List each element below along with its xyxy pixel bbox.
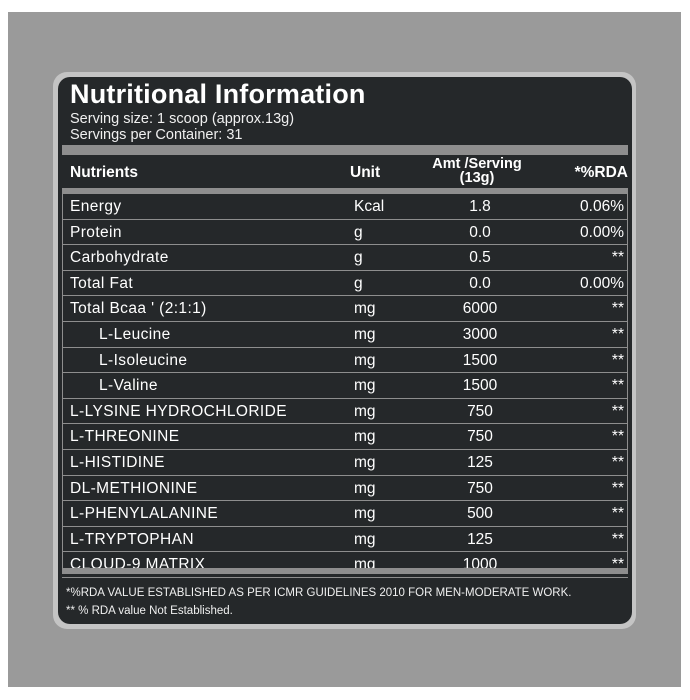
table-row: Total Bcaa ' (2:1:1) mg 6000 ** — [62, 296, 628, 322]
table-row: L-Isoleucine mg 1500 ** — [62, 348, 628, 374]
nutrient-rda: ** — [611, 530, 624, 548]
table-row: Carbohydrate g 0.5 ** — [62, 245, 628, 271]
nutrient-name: L-PHENYLALANINE — [70, 505, 219, 523]
nutrient-unit: mg — [354, 402, 376, 420]
nutrient-unit: mg — [354, 530, 376, 548]
nutrient-rda: ** — [611, 351, 624, 369]
nutrient-rda: ** — [611, 505, 624, 523]
table-row: DL-METHIONINE mg 750 ** — [62, 476, 628, 502]
nutrient-amount: 3000 — [462, 325, 498, 343]
nutrient-rda: ** — [611, 453, 624, 471]
label-title: Nutritional Information — [70, 79, 366, 109]
nutrient-name: DL-METHIONINE — [70, 479, 198, 497]
header-amount: Amt /Serving (13g) — [420, 156, 534, 186]
nutrient-name: Carbohydrate — [70, 249, 169, 267]
nutrient-rda: ** — [611, 377, 624, 395]
table-row: L-HISTIDINE mg 125 ** — [62, 450, 628, 476]
nutrition-label: Nutritional Information Serving size: 1 … — [58, 77, 632, 624]
nutrient-rda: ** — [611, 402, 624, 420]
nutrient-amount: 750 — [467, 479, 493, 497]
table-row: Energy Kcal 1.8 0.06% — [62, 194, 628, 220]
header-unit: Unit — [350, 164, 381, 181]
nutrient-name: Energy — [70, 198, 122, 215]
nutrient-name: L-THREONINE — [70, 428, 180, 446]
nutrient-amount: 0.5 — [469, 249, 491, 267]
nutrient-amount: 1500 — [462, 377, 498, 395]
nutrient-amount: 0.0 — [469, 274, 491, 292]
nutrient-unit: mg — [354, 479, 376, 497]
nutrient-unit: mg — [354, 325, 376, 343]
nutrient-name: Total Fat — [70, 274, 134, 292]
nutrient-amount: 125 — [467, 530, 493, 548]
nutrient-unit: mg — [354, 377, 376, 395]
nutrient-amount: 500 — [467, 505, 493, 523]
top-rule — [62, 145, 628, 155]
table-row: L-Leucine mg 3000 ** — [62, 322, 628, 348]
nutrient-rda: 0.00% — [580, 274, 624, 292]
header-nutrients: Nutrients — [70, 164, 139, 181]
table-row: L-Valine mg 1500 ** — [62, 373, 628, 399]
nutrient-rda: 0.06% — [580, 198, 624, 215]
table-row: L-PHENYLALANINE mg 500 ** — [62, 501, 628, 527]
nutrient-amount: 750 — [467, 428, 493, 446]
nutrient-unit: g — [354, 223, 363, 241]
nutrient-name: L-LYSINE HYDROCHLORIDE — [70, 402, 287, 420]
header-rda: *%RDA — [574, 164, 628, 181]
header-amount-line2: (13g) — [459, 170, 495, 186]
nutrient-unit: mg — [354, 505, 376, 523]
nutrient-name: Protein — [70, 223, 122, 241]
table-row: CLOUD-9 MATRIX mg 1000 ** — [62, 552, 628, 578]
nutrient-rda: ** — [611, 300, 624, 318]
nutrient-unit: Kcal — [354, 198, 385, 215]
serving-size: Serving size: 1 scoop (approx.13g) — [70, 111, 295, 127]
nutrient-unit: mg — [354, 453, 376, 471]
nutrient-rda: ** — [611, 479, 624, 497]
table-row: L-LYSINE HYDROCHLORIDE mg 750 ** — [62, 399, 628, 425]
header-rule — [62, 188, 628, 194]
nutrient-name: L-TRYPTOPHAN — [70, 530, 194, 548]
nutrient-unit: mg — [354, 300, 376, 318]
nutrient-name: L-Isoleucine — [99, 351, 188, 369]
nutrient-amount: 0.0 — [469, 223, 491, 241]
nutrient-name: Total Bcaa ' (2:1:1) — [70, 300, 207, 318]
header-amount-line1: Amt /Serving — [432, 156, 522, 172]
footnote-not-established: ** % RDA value Not Established. — [66, 605, 233, 617]
nutrient-unit: g — [354, 249, 363, 267]
table-left-border — [62, 194, 64, 569]
nutrient-unit: g — [354, 274, 363, 292]
bottom-rule — [62, 568, 628, 574]
nutrient-unit: mg — [354, 428, 376, 446]
table-header: Nutrients Unit Amt /Serving (13g) *%RDA — [58, 155, 632, 193]
nutrient-name: L-HISTIDINE — [70, 453, 165, 471]
table-row: Total Fat g 0.0 0.00% — [62, 271, 628, 297]
nutrient-rda: ** — [611, 325, 624, 343]
table-row: L-THREONINE mg 750 ** — [62, 424, 628, 450]
table-right-border — [627, 194, 629, 569]
footnote-rda-source: *%RDA VALUE ESTABLISHED AS PER ICMR GUID… — [66, 587, 572, 599]
nutrient-table: Energy Kcal 1.8 0.06% Protein g 0.0 0.00% Carboh… — [62, 194, 628, 578]
table-row: Protein g 0.0 0.00% — [62, 220, 628, 246]
nutrient-amount: 750 — [467, 402, 493, 420]
nutrient-rda: 0.00% — [580, 223, 624, 241]
table-row: L-TRYPTOPHAN mg 125 ** — [62, 527, 628, 553]
nutrient-unit: mg — [354, 351, 376, 369]
nutrient-rda: ** — [611, 249, 624, 267]
nutrient-amount: 1.8 — [469, 198, 491, 215]
nutrient-amount: 125 — [467, 453, 493, 471]
servings-per-container: Servings per Container: 31 — [70, 127, 243, 143]
nutrient-amount: 6000 — [462, 300, 498, 318]
nutrient-name: L-Valine — [99, 377, 158, 395]
nutrient-rda: ** — [611, 428, 624, 446]
nutrient-amount: 1500 — [462, 351, 498, 369]
nutrient-name: L-Leucine — [99, 325, 171, 343]
